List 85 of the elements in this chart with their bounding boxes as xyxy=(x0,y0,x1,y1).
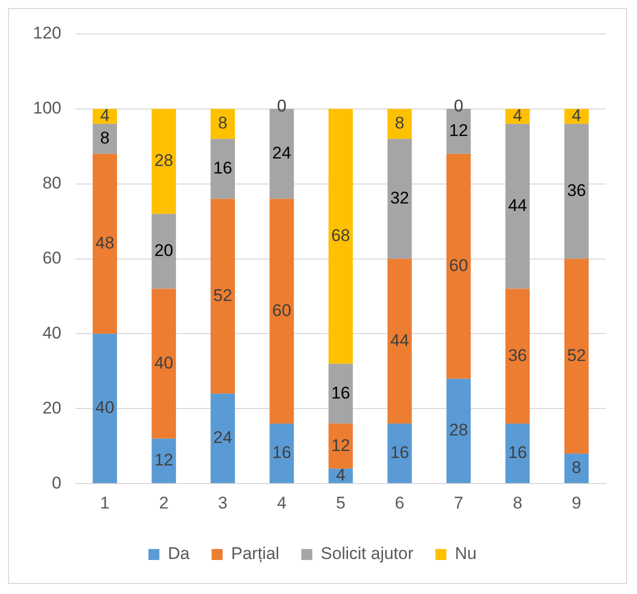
x-tick-label: 2 xyxy=(159,493,169,512)
data-label: 40 xyxy=(154,353,174,372)
bar xyxy=(446,378,471,484)
data-label: 52 xyxy=(567,346,586,365)
data-label: 8 xyxy=(394,114,404,133)
bar xyxy=(152,288,176,439)
data-label: 68 xyxy=(331,226,350,246)
bar xyxy=(328,364,353,424)
data-label: 12 xyxy=(331,436,350,455)
bar xyxy=(210,198,235,394)
bar xyxy=(564,454,589,484)
data-label: 24 xyxy=(272,144,292,163)
data-label: 16 xyxy=(508,443,528,462)
bar xyxy=(446,154,471,379)
data-label: 4 xyxy=(100,106,110,126)
data-label: 8 xyxy=(218,114,228,133)
x-tick-label: 4 xyxy=(276,493,286,512)
legend-label: Solicit ajutor xyxy=(320,544,414,564)
data-label: 52 xyxy=(213,286,232,305)
bar xyxy=(564,124,589,259)
legend-label: Da xyxy=(168,544,190,564)
bar xyxy=(92,154,118,334)
data-label: 24 xyxy=(213,428,232,448)
data-label: 8 xyxy=(100,128,110,148)
data-label: 44 xyxy=(508,196,528,216)
data-label: 12 xyxy=(449,121,468,140)
data-label: 44 xyxy=(390,330,410,350)
bar xyxy=(564,258,589,454)
data-label: 20 xyxy=(154,240,174,260)
data-label: 36 xyxy=(508,346,528,365)
bar xyxy=(210,108,235,139)
data-label: 28 xyxy=(154,151,174,170)
bar xyxy=(328,108,353,364)
bar xyxy=(505,124,530,289)
x-tick-label: 6 xyxy=(394,493,404,512)
x-tick-label: 3 xyxy=(218,493,228,512)
bar xyxy=(152,108,176,214)
y-tick-label: 120 xyxy=(32,24,62,43)
data-label: 16 xyxy=(390,443,410,462)
bar xyxy=(210,138,235,199)
bar xyxy=(328,424,353,469)
data-label: 36 xyxy=(567,181,586,200)
data-label: 16 xyxy=(272,443,292,462)
chart-frame: Da Parțial Solicit ajutor Nu 1 2 3 4 5 6 7 8 9 0 20 40 60 80 100 120 40 12 24 16 4 16 28 16 8 48 40 52 60 12 44 60 36 52 8 20 16 24 16 32 12 44 36 4 28 8 0 68 8 0 4 4 xyxy=(8,8,627,584)
bar xyxy=(387,108,412,139)
bar xyxy=(387,258,412,424)
bar xyxy=(152,214,176,289)
x-tick-label: 9 xyxy=(572,493,582,512)
data-label: 0 xyxy=(276,96,286,116)
x-tick-label: 7 xyxy=(454,493,464,512)
y-tick-label: 0 xyxy=(52,473,62,492)
data-label: 32 xyxy=(390,188,410,208)
data-label: 60 xyxy=(272,300,292,320)
bar xyxy=(210,394,235,484)
bar xyxy=(92,334,118,484)
legend-label: Nu xyxy=(454,544,477,564)
y-tick-label: 40 xyxy=(42,323,62,342)
bar xyxy=(387,424,412,484)
y-tick-label: 60 xyxy=(42,248,62,268)
x-tick-label: 8 xyxy=(512,493,522,512)
data-label: 12 xyxy=(154,450,174,470)
data-label: 28 xyxy=(449,420,468,440)
x-tick-label: 5 xyxy=(336,493,346,512)
data-label: 40 xyxy=(95,398,114,418)
data-label: 48 xyxy=(95,234,114,252)
bar xyxy=(270,198,294,424)
y-tick-label: 20 xyxy=(42,398,62,418)
bar xyxy=(270,424,294,484)
data-label: 16 xyxy=(331,383,350,402)
data-label: 0 xyxy=(454,96,464,116)
x-tick-label: 1 xyxy=(100,493,110,512)
data-label: 60 xyxy=(449,256,468,275)
data-label: 4 xyxy=(572,106,582,126)
y-tick-label: 100 xyxy=(32,98,62,118)
data-label: 4 xyxy=(336,466,346,485)
bar xyxy=(505,288,530,424)
data-label: 16 xyxy=(213,158,232,178)
legend-label: Parțial xyxy=(231,544,280,564)
bar xyxy=(152,438,176,484)
bar xyxy=(505,424,530,484)
data-label: 4 xyxy=(512,106,522,126)
bar xyxy=(92,124,118,154)
bar xyxy=(387,138,412,259)
data-label: 8 xyxy=(572,458,582,478)
y-tick-label: 80 xyxy=(42,174,62,193)
